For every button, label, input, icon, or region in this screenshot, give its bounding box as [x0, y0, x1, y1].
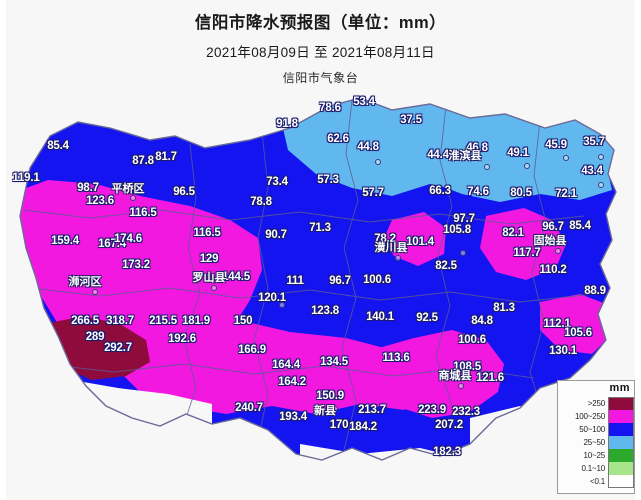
- legend-swatch: [608, 462, 634, 475]
- legend-label: <0.1: [590, 477, 605, 486]
- left-edge-border: [0, 0, 6, 500]
- legend-row: >250: [558, 397, 634, 410]
- legend-label: 25~50: [583, 438, 606, 447]
- precipitation-map: [0, 88, 641, 500]
- legend-swatch: [608, 423, 634, 436]
- legend-unit-label: mm: [609, 382, 630, 394]
- legend-row: <0.1: [558, 475, 634, 488]
- legend-row: 0.1~10: [558, 462, 634, 475]
- legend-label: 50~100: [579, 425, 605, 434]
- legend-rows: >250 100~250 50~100 25~50 10~25 0.1~10 <0.1: [558, 397, 634, 488]
- legend-row: 25~50: [558, 436, 634, 449]
- legend-row: 50~100: [558, 423, 634, 436]
- legend-swatch: [608, 436, 634, 449]
- legend-swatch: [608, 475, 634, 488]
- legend-label: 10~25: [583, 451, 606, 460]
- legend-label: 100~250: [575, 412, 605, 421]
- legend: mm >250 100~250 50~100 25~50 10~25 0.1~10 <0.1: [557, 380, 635, 494]
- header: 信阳市降水预报图（单位：mm） 2021年08月09日 至 2021年08月11…: [0, 0, 641, 86]
- legend-swatch: [608, 410, 634, 423]
- right-edge-border: [635, 0, 641, 500]
- legend-swatch: [608, 397, 634, 410]
- issuer-label: 信阳市气象台: [282, 71, 359, 85]
- legend-label: 0.1~10: [581, 464, 606, 473]
- legend-swatch: [608, 449, 634, 462]
- legend-row: 100~250: [558, 410, 634, 423]
- page-title: 信阳市降水预报图（单位：mm）: [194, 14, 447, 32]
- legend-label: >250: [587, 399, 605, 408]
- legend-row: 10~25: [558, 449, 634, 462]
- date-range: 2021年08月09日 至 2021年08月11日: [206, 45, 435, 60]
